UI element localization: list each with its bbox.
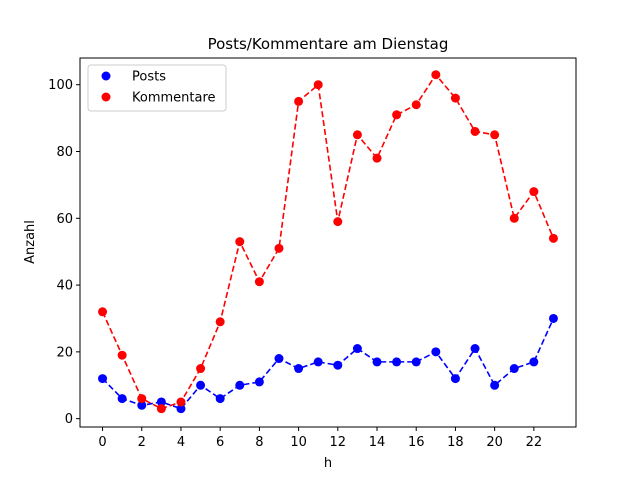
- data-point-posts: [548, 313, 558, 323]
- data-point-kommentare: [392, 110, 402, 120]
- data-point-posts: [117, 394, 127, 404]
- x-tick-label: 12: [330, 435, 347, 450]
- legend-label-posts: Posts: [132, 70, 166, 85]
- data-point-posts: [392, 357, 402, 367]
- x-axis-label: h: [324, 456, 332, 471]
- legend-marker-posts: [101, 71, 111, 81]
- data-point-kommentare: [176, 397, 186, 407]
- x-tick-label: 0: [98, 435, 106, 450]
- data-point-kommentare: [313, 80, 323, 90]
- data-point-kommentare: [333, 217, 343, 227]
- data-point-posts: [294, 364, 304, 374]
- data-point-kommentare: [529, 187, 539, 197]
- data-point-posts: [372, 357, 382, 367]
- data-point-posts: [411, 357, 421, 367]
- x-tick-label: 18: [447, 435, 464, 450]
- data-point-posts: [254, 377, 264, 387]
- series-line-kommentare: [101, 73, 555, 410]
- y-tick-label: 0: [65, 412, 73, 427]
- x-tick-label: 8: [255, 435, 263, 450]
- legend: Posts Kommentare: [87, 64, 227, 112]
- data-point-posts: [176, 404, 186, 414]
- data-point-kommentare: [98, 307, 108, 317]
- data-point-kommentare: [411, 100, 421, 110]
- data-point-posts: [98, 374, 108, 384]
- data-point-kommentare: [450, 93, 460, 103]
- data-point-posts: [156, 397, 166, 407]
- data-point-posts: [313, 357, 323, 367]
- data-point-kommentare: [548, 233, 558, 243]
- data-point-kommentare: [117, 350, 127, 360]
- data-point-kommentare: [509, 213, 519, 223]
- data-point-kommentare: [215, 317, 225, 327]
- x-tick-label: 2: [138, 435, 146, 450]
- data-point-kommentare: [274, 243, 284, 253]
- data-point-kommentare: [372, 153, 382, 163]
- plot-area: 0 2 4 6 8 10 12 14 16 18 20 22 0 20 40 60 80 100: [48, 57, 577, 450]
- x-tick-label: 10: [290, 435, 307, 450]
- y-tick-label: 80: [56, 145, 73, 160]
- data-point-kommentare: [294, 96, 304, 106]
- y-axis-label: Anzahl: [23, 220, 38, 264]
- data-point-kommentare: [156, 404, 166, 414]
- data-point-posts: [470, 344, 480, 354]
- data-point-posts: [509, 364, 519, 374]
- data-point-kommentare: [490, 130, 500, 140]
- x-tick-label: 22: [526, 435, 543, 450]
- x-tick-label: 4: [177, 435, 185, 450]
- data-point-posts: [490, 380, 500, 390]
- data-point-kommentare: [470, 126, 480, 136]
- data-point-kommentare: [254, 277, 264, 287]
- data-point-posts: [431, 347, 441, 357]
- legend-box: [87, 64, 227, 112]
- y-tick-label: 60: [56, 212, 73, 227]
- series-line-posts: [101, 318, 555, 410]
- data-point-kommentare: [137, 394, 147, 404]
- y-tick-label: 40: [56, 279, 73, 294]
- data-point-kommentare: [235, 237, 245, 247]
- x-tick-label: 14: [369, 435, 386, 450]
- data-point-posts: [529, 357, 539, 367]
- data-point-kommentare: [196, 364, 206, 374]
- chart-title: Posts/Kommentare am Dienstag: [208, 35, 449, 53]
- data-point-posts: [333, 360, 343, 370]
- data-point-kommentare: [431, 70, 441, 80]
- legend-label-kommentare: Kommentare: [132, 91, 216, 106]
- data-point-posts: [196, 380, 206, 390]
- y-tick-label: 100: [48, 78, 73, 93]
- data-point-posts: [235, 380, 245, 390]
- data-point-posts: [274, 354, 284, 364]
- data-point-posts: [215, 394, 225, 404]
- x-tick-label: 6: [216, 435, 224, 450]
- x-tick-label: 20: [486, 435, 503, 450]
- axes-frame: [79, 57, 577, 428]
- data-point-kommentare: [352, 130, 362, 140]
- data-point-posts: [137, 400, 147, 410]
- x-tick-label: 16: [408, 435, 425, 450]
- y-tick-label: 20: [56, 345, 73, 360]
- legend-marker-kommentare: [101, 92, 111, 102]
- data-point-posts: [352, 344, 362, 354]
- data-point-posts: [450, 374, 460, 384]
